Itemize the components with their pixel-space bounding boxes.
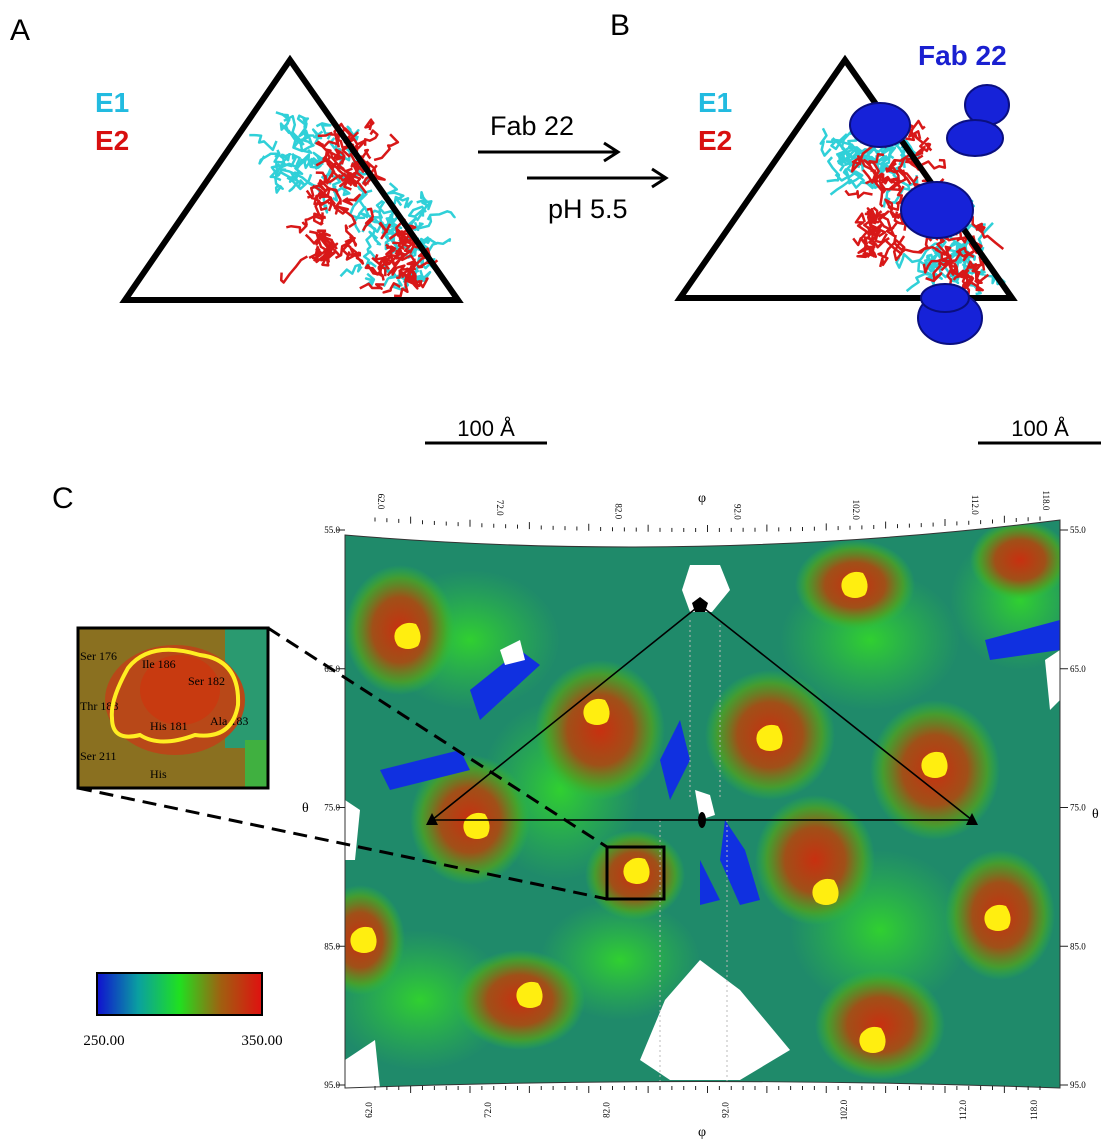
protein-trace bbox=[366, 119, 374, 130]
phi-label: φ bbox=[698, 1125, 706, 1139]
theta-label: θ bbox=[302, 801, 309, 816]
scale-label: 100 Å bbox=[457, 416, 515, 441]
phi-tick-label: 92.0 bbox=[720, 1102, 730, 1118]
protein-trace bbox=[417, 192, 428, 202]
figure: A B C E1 E2 Fab 22 pH 5.5 E1 E2 Fab 22 1… bbox=[0, 0, 1101, 1139]
protein-trace bbox=[286, 222, 306, 233]
phi-tick-label: 112.0 bbox=[958, 1100, 968, 1120]
fab-density bbox=[850, 103, 910, 147]
phi-label: φ bbox=[698, 491, 706, 506]
red-patch bbox=[815, 970, 945, 1080]
residue-label: Ser 176 bbox=[80, 649, 117, 663]
theta-tick-label: 55.0 bbox=[1070, 525, 1086, 535]
protein-trace bbox=[309, 247, 321, 259]
phi-tick-label: 92.0 bbox=[732, 504, 742, 520]
protein-trace bbox=[341, 265, 362, 277]
phi-tick-label: 102.0 bbox=[851, 500, 861, 521]
inset-patch bbox=[245, 740, 270, 790]
residue-label: Ser 211 bbox=[80, 749, 117, 763]
phi-tick-label: 72.0 bbox=[495, 500, 505, 516]
arrow-label: pH 5.5 bbox=[548, 194, 628, 224]
protein-trace bbox=[354, 207, 368, 232]
phi-tick-label: 82.0 bbox=[602, 1102, 612, 1118]
protein-trace bbox=[249, 135, 276, 150]
e2-label: E2 bbox=[95, 125, 129, 156]
phi-tick-label: 118.0 bbox=[1029, 1100, 1039, 1120]
fab-density bbox=[947, 120, 1003, 156]
theta-tick-label: 65.0 bbox=[1070, 664, 1086, 674]
protein-trace bbox=[428, 211, 455, 220]
phi-tick-label: 62.0 bbox=[376, 494, 386, 510]
red-patch bbox=[970, 520, 1070, 600]
colorbar-max: 350.00 bbox=[241, 1033, 282, 1049]
e1-label: E1 bbox=[698, 87, 732, 118]
phi-tick-label: 62.0 bbox=[364, 1102, 374, 1118]
theta-tick-label: 85.0 bbox=[1070, 941, 1086, 951]
colorbar bbox=[97, 973, 262, 1015]
protein-trace bbox=[827, 157, 839, 181]
phi-tick-label: 82.0 bbox=[614, 503, 624, 519]
red-patch bbox=[755, 795, 875, 925]
protein-trace bbox=[374, 134, 398, 160]
residue-label: Ser 182 bbox=[188, 674, 225, 688]
phi-tick-label: 118.0 bbox=[1041, 490, 1051, 510]
protein-trace bbox=[365, 131, 377, 146]
theta-tick-label: 75.0 bbox=[1070, 803, 1086, 813]
panel-label: C bbox=[52, 482, 74, 515]
protein-trace bbox=[281, 256, 307, 282]
twofold-symbol bbox=[698, 812, 706, 828]
residue-label: His 181 bbox=[150, 719, 188, 733]
phi-tick-label: 72.0 bbox=[483, 1102, 493, 1118]
scale-label: 100 Å bbox=[1011, 416, 1069, 441]
theta-label: θ bbox=[1092, 807, 1099, 822]
protein-trace bbox=[409, 207, 426, 217]
e1-label: E1 bbox=[95, 87, 129, 118]
residue-label: His bbox=[150, 767, 167, 781]
residue-label: Ile 186 bbox=[142, 657, 176, 671]
panel-label: B bbox=[610, 9, 630, 42]
fab-density bbox=[901, 182, 973, 238]
protein-trace bbox=[920, 138, 931, 151]
roadmap bbox=[315, 510, 1090, 1100]
theta-tick-label: 95.0 bbox=[1070, 1080, 1086, 1090]
protein-trace bbox=[922, 160, 945, 168]
e2-label: E2 bbox=[698, 125, 732, 156]
fab-density bbox=[965, 85, 1009, 125]
fab-density bbox=[921, 284, 969, 312]
protein-structure bbox=[249, 112, 454, 296]
panel-label: A bbox=[10, 14, 30, 47]
phi-tick-label: 112.0 bbox=[970, 495, 980, 515]
red-patch bbox=[535, 660, 665, 800]
colorbar-min: 250.00 bbox=[83, 1033, 124, 1049]
protein-trace bbox=[845, 191, 872, 198]
fab-label: Fab 22 bbox=[918, 40, 1007, 71]
phi-tick-label: 102.0 bbox=[839, 1099, 849, 1120]
arrow-label: Fab 22 bbox=[490, 111, 574, 141]
